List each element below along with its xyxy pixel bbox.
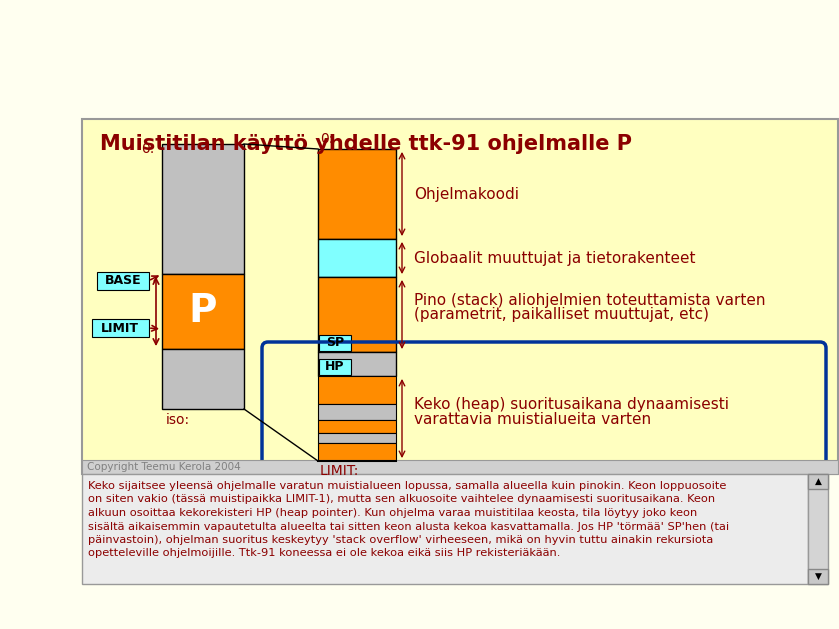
Bar [318,420,396,433]
FancyBboxPatch shape [319,359,351,375]
FancyBboxPatch shape [97,272,149,290]
Text: HP: HP [326,360,345,374]
Bar [318,376,396,404]
FancyBboxPatch shape [319,335,351,351]
Text: 0:: 0: [320,132,333,146]
Text: BASE: BASE [105,274,141,287]
Text: 0:: 0: [141,142,154,156]
Text: Copyright Teemu Kerola 2004: Copyright Teemu Kerola 2004 [87,462,241,472]
FancyBboxPatch shape [92,319,149,337]
Text: Muistitilan käyttö yhdelle ttk-91 ohjelmalle P: Muistitilan käyttö yhdelle ttk-91 ohjelm… [100,134,632,154]
Text: LIMIT:: LIMIT: [320,464,359,478]
Bar [318,239,396,277]
Text: (parametrit, paikalliset muuttujat, etc): (parametrit, paikalliset muuttujat, etc) [414,308,709,323]
Bar [808,569,828,584]
Text: Globaalit muuttujat ja tietorakenteet: Globaalit muuttujat ja tietorakenteet [414,250,696,265]
Text: Keko (heap) suoritusaikana dynaamisesti: Keko (heap) suoritusaikana dynaamisesti [414,396,729,411]
Bar [162,144,244,274]
Bar [162,274,244,349]
Bar [318,352,396,376]
Bar [318,433,396,443]
Text: Ohjelmakoodi: Ohjelmakoodi [414,187,519,201]
FancyBboxPatch shape [82,119,838,474]
Text: päinvastoin), ohjelman suoritus keskeytyy 'stack overflow' virheeseen, mikä on h: päinvastoin), ohjelman suoritus keskeyty… [88,535,713,545]
Bar [82,460,838,474]
Text: LIMIT: LIMIT [101,321,139,335]
Text: alkuun osoittaa kekorekisteri HP (heap pointer). Kun ohjelma varaa muistitilaa k: alkuun osoittaa kekorekisteri HP (heap p… [88,508,697,518]
Text: P: P [189,292,217,330]
Bar [318,404,396,420]
Text: Pino (stack) aliohjelmien toteuttamista varten: Pino (stack) aliohjelmien toteuttamista … [414,292,765,308]
Bar [318,443,396,461]
Bar [808,474,828,489]
Bar [162,349,244,409]
Text: opetteleville ohjelmoijille. Ttk-91 koneessa ei ole kekoa eikä siis HP rekisteri: opetteleville ohjelmoijille. Ttk-91 kone… [88,548,560,559]
Text: ▼: ▼ [815,572,821,581]
Bar [318,277,396,352]
Bar [318,149,396,239]
Text: Keko sijaitsee yleensä ohjelmalle varatun muistialueen lopussa, samalla alueella: Keko sijaitsee yleensä ohjelmalle varatu… [88,481,727,491]
Text: iso:: iso: [166,413,190,427]
Text: varattavia muistialueita varten: varattavia muistialueita varten [414,411,651,426]
Text: SP: SP [326,337,344,350]
Text: on siten vakio (tässä muistipaikka LIMIT-1), mutta sen alkuosoite vaihtelee dyna: on siten vakio (tässä muistipaikka LIMIT… [88,494,715,504]
Text: sisältä aikaisemmin vapautetulta alueelta tai sitten keon alusta kekoa kasvattam: sisältä aikaisemmin vapautetulta alueelt… [88,521,729,532]
Bar [82,474,808,584]
Text: ▲: ▲ [815,477,821,486]
Bar [808,474,828,584]
